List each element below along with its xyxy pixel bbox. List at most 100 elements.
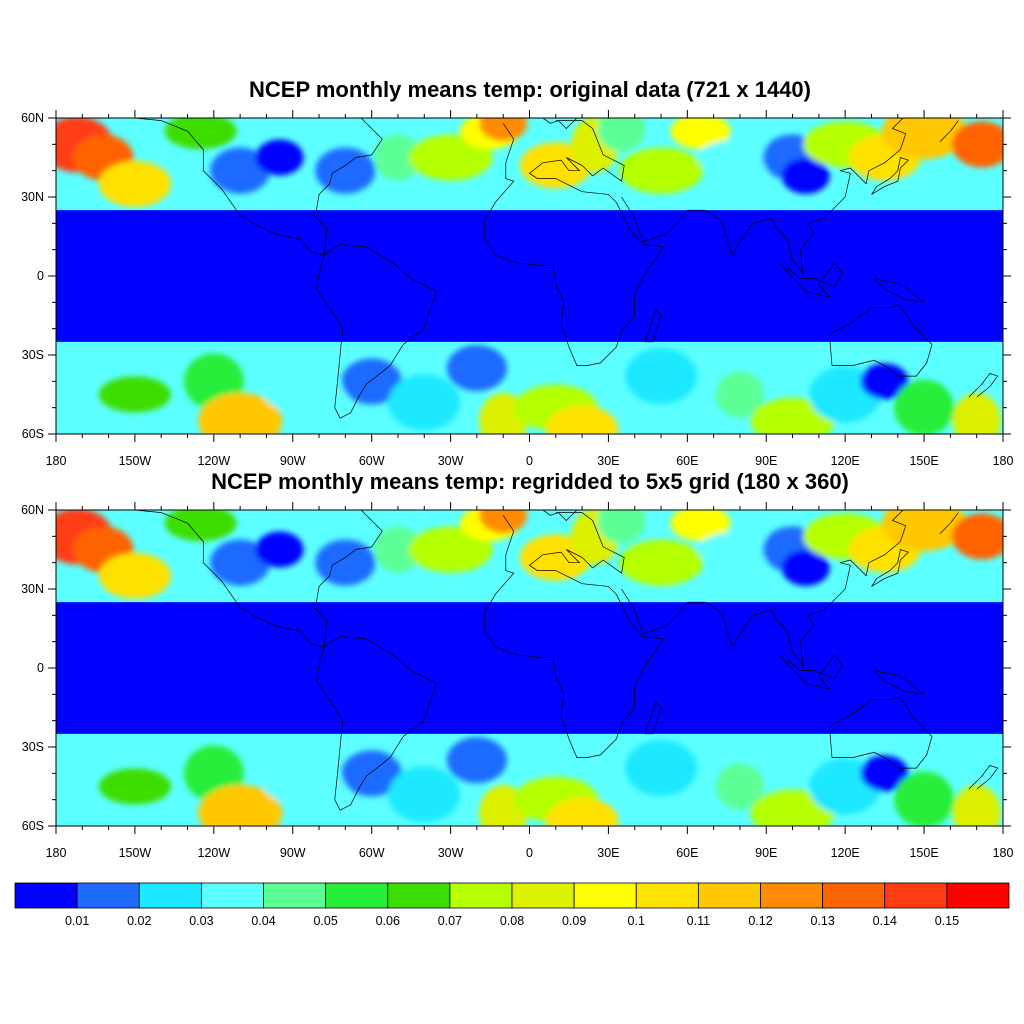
lon-label: 90E: [755, 846, 777, 860]
colorbar-box: [884, 882, 948, 909]
coastline: [316, 244, 438, 419]
field-blob: [781, 549, 830, 586]
field-blob: [619, 539, 704, 586]
lon-label: 30E: [597, 846, 619, 860]
coastline: [968, 764, 999, 790]
field-blob: [198, 392, 283, 434]
colorbar-label: 0.11: [687, 914, 710, 928]
lon-label: 30E: [597, 454, 619, 468]
field-blob: [619, 147, 704, 194]
map-title-regridded: NCEP monthly means temp: regridded to 5x…: [211, 469, 849, 494]
colorbar-label: 0.06: [376, 914, 400, 928]
lon-label: 120E: [831, 846, 860, 860]
coastline: [873, 670, 926, 695]
coastline: [484, 512, 665, 758]
lon-label: 60W: [359, 454, 385, 468]
coastline: [56, 118, 57, 119]
field-blob: [408, 134, 493, 181]
lon-label: 180: [46, 454, 67, 468]
colorbar: 0.01 0.02 0.03 0.04 0.05 0.06 0.07 0.08 0.09 0.1 0…: [14, 882, 1010, 928]
colorbar-label: 0.07: [438, 914, 462, 928]
field-blob: [670, 510, 731, 542]
field-blob: [597, 510, 646, 544]
field-blob: [255, 531, 304, 568]
tropical-band: [56, 602, 1003, 734]
colorbar-label: 0.14: [873, 914, 897, 928]
lat-label: 30S: [22, 740, 44, 754]
colorbar-box: [14, 882, 78, 909]
field-blob: [373, 134, 422, 181]
lat-label: 60N: [21, 111, 44, 125]
colorbar-box: [573, 882, 637, 909]
colorbar-box: [200, 882, 264, 909]
field-blob: [388, 374, 461, 431]
colorbar-box: [760, 882, 824, 909]
coastline: [779, 262, 843, 298]
lon-label: 180: [46, 846, 67, 860]
colorbar-box: [822, 882, 886, 909]
coastline: [871, 549, 909, 587]
field-blob: [947, 350, 1003, 387]
field-blob: [781, 157, 830, 194]
field-blob: [952, 784, 1001, 826]
colorbar-box: [263, 882, 327, 909]
colorbar-label: 0.01: [65, 914, 89, 928]
field-blob: [625, 740, 698, 797]
field-blob: [625, 348, 698, 405]
field-blob: [546, 405, 619, 434]
lon-label: 120E: [831, 454, 860, 468]
coastline: [873, 278, 926, 303]
coastline: [871, 157, 909, 195]
coastline: [56, 510, 57, 511]
coastline: [779, 654, 843, 690]
field-blob: [882, 510, 967, 552]
field-blob: [697, 139, 782, 176]
field-blob: [951, 121, 1003, 168]
coastline: [484, 120, 665, 366]
lat-label: 0: [37, 269, 44, 283]
field-blob: [198, 784, 283, 826]
lat-label: 30S: [22, 348, 44, 362]
colorbar-box: [76, 882, 140, 909]
lon-label: 120W: [198, 454, 231, 468]
colorbar-box: [946, 882, 1010, 909]
colorbar-label: 0.04: [251, 914, 275, 928]
tropical-band: [56, 210, 1003, 342]
coastline: [87, 118, 383, 256]
coastline: [829, 696, 933, 769]
coastline: [939, 120, 959, 142]
field-blob: [210, 147, 271, 194]
field-blob: [164, 118, 237, 150]
lat-label: 60S: [22, 427, 44, 441]
temperature-field: [56, 118, 1003, 434]
coastline: [829, 304, 933, 377]
lon-label: 120W: [198, 846, 231, 860]
lon-label: 60E: [676, 454, 698, 468]
axis-ticks: [48, 110, 1011, 442]
lon-label: 150E: [909, 846, 938, 860]
lat-label: 60S: [22, 819, 44, 833]
field-blob: [98, 768, 171, 805]
colorbar-box: [635, 882, 699, 909]
field-blob: [894, 771, 955, 826]
colorbar-label: 0.05: [313, 914, 337, 928]
lon-label: 0: [526, 846, 533, 860]
colorbar-box: [387, 882, 451, 909]
coastline: [87, 510, 383, 648]
lon-label: 30W: [438, 846, 464, 860]
colorbar-box: [511, 882, 575, 909]
coastlines: [56, 510, 999, 811]
field-blob: [894, 379, 955, 434]
colorbar-box: [325, 882, 389, 909]
colorbar-box: [697, 882, 761, 909]
lon-label: 30W: [438, 454, 464, 468]
lat-label: 30N: [21, 582, 44, 596]
coastline: [398, 118, 415, 119]
field-blob: [860, 755, 909, 792]
coastline: [542, 510, 588, 521]
axis-ticks: [48, 502, 1011, 834]
colorbar-label: 0.13: [810, 914, 834, 928]
field-blob: [860, 363, 909, 400]
field-blob: [56, 729, 125, 765]
